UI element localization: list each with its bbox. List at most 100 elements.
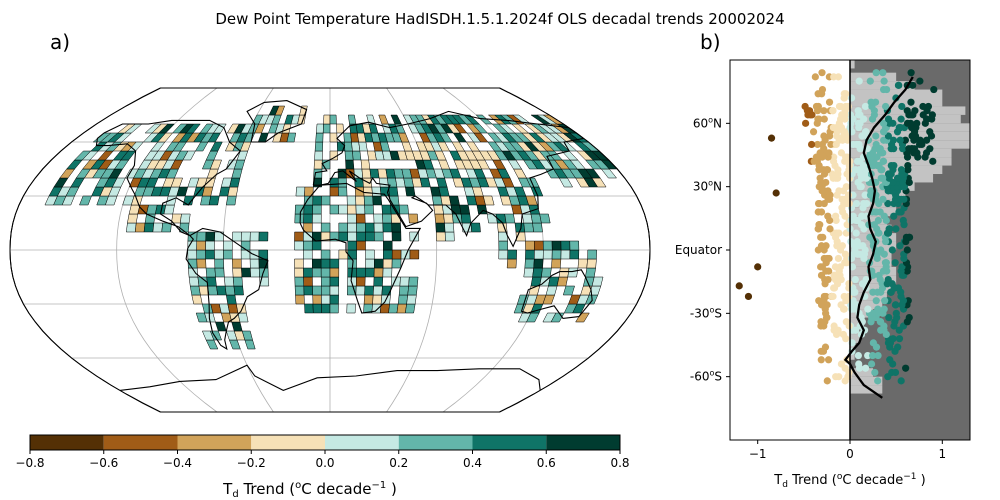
colorbar-tick-label: 0.6 <box>537 456 556 470</box>
land-fraction-bar <box>850 81 915 90</box>
trend-cell <box>134 222 146 233</box>
trend-cell <box>406 294 417 305</box>
trend-cell <box>347 213 357 224</box>
trend-cell <box>312 303 322 314</box>
trend-point <box>744 292 753 301</box>
trend-point <box>851 326 860 334</box>
trend-point <box>887 161 895 170</box>
trend-cell <box>542 240 553 251</box>
trend-point <box>916 77 924 85</box>
trend-cell <box>223 240 233 251</box>
land-fraction-bar <box>850 317 864 326</box>
trend-point <box>905 145 913 153</box>
land-fraction-bar <box>850 250 892 259</box>
trend-point <box>808 140 816 149</box>
y-tick-label: -30oS <box>690 305 722 320</box>
trend-cell <box>541 267 552 278</box>
trend-cell <box>206 276 217 287</box>
trend-point <box>834 73 842 81</box>
trend-cell <box>347 222 357 233</box>
trend-point <box>880 136 888 144</box>
trend-point <box>815 199 824 208</box>
trend-point <box>817 242 826 250</box>
trend-point <box>892 301 900 309</box>
trend-cell <box>314 141 324 152</box>
trend-cell <box>294 276 305 287</box>
trend-cell <box>311 240 322 251</box>
trend-cell <box>398 285 409 296</box>
trend-point <box>884 275 892 284</box>
trend-cell <box>214 267 225 278</box>
trend-cell <box>551 249 562 260</box>
trend-cell <box>562 285 575 296</box>
colorbar-swatch <box>251 435 325 450</box>
x-tick-label: 1 <box>938 447 946 461</box>
trend-point <box>930 85 938 94</box>
trend-point <box>852 229 860 237</box>
trend-point <box>851 275 859 284</box>
trend-cell <box>189 285 201 296</box>
trend-cell <box>347 114 357 125</box>
trend-cell <box>512 114 532 125</box>
trend-point <box>871 368 879 377</box>
trend-cell <box>205 249 215 260</box>
trend-cell <box>294 240 304 251</box>
trend-cell <box>372 195 383 206</box>
trend-point <box>902 233 911 241</box>
trend-cell <box>205 240 215 251</box>
trend-cell <box>338 231 349 242</box>
trend-point <box>907 69 915 77</box>
trend-cell <box>373 267 384 278</box>
trend-point <box>837 360 846 368</box>
trend-cell <box>187 249 198 260</box>
trend-point <box>830 153 838 161</box>
trend-point <box>889 335 897 343</box>
trend-point <box>886 225 894 233</box>
trend-point <box>866 77 874 85</box>
trend-cell <box>587 249 597 260</box>
trend-cell <box>329 294 339 305</box>
trend-cell <box>304 186 314 197</box>
trend-point <box>802 119 810 127</box>
trend-cell <box>407 285 418 296</box>
trend-point <box>891 259 899 267</box>
trend-point <box>907 98 915 106</box>
trend-point <box>861 364 870 372</box>
zonal-mean-trend-line <box>843 76 914 399</box>
land-fraction-bar <box>850 89 943 98</box>
trend-cell <box>294 213 305 224</box>
trend-cell <box>358 141 368 152</box>
trend-point <box>864 351 872 360</box>
trend-point <box>884 115 893 123</box>
trend-point <box>831 212 840 220</box>
trend-cell <box>226 294 237 305</box>
trend-cell <box>363 294 374 305</box>
land-fraction-bar <box>850 376 883 386</box>
trend-point <box>812 102 821 111</box>
trend-cell <box>329 285 339 296</box>
trend-point <box>801 102 809 111</box>
trend-point <box>853 237 861 246</box>
trend-cell <box>352 150 362 161</box>
trend-cell <box>312 213 322 224</box>
trend-point <box>829 292 837 301</box>
trend-point <box>916 136 924 144</box>
trend-point <box>841 250 849 258</box>
trend-cell <box>152 222 163 233</box>
trend-cell <box>460 213 472 224</box>
trend-cell <box>551 258 562 269</box>
trend-cell <box>356 231 366 242</box>
trend-point <box>903 246 911 254</box>
trend-cell <box>294 204 305 215</box>
trend-point <box>849 212 857 220</box>
trend-cell <box>214 258 224 269</box>
trend-point <box>895 81 903 89</box>
trend-cell <box>329 132 338 143</box>
trend-cell <box>191 294 203 305</box>
land-fraction-bar <box>850 385 883 394</box>
colorbar-tick-label: −0.2 <box>237 456 266 470</box>
trend-point <box>851 166 860 174</box>
trend-cell <box>525 195 538 206</box>
trend-point <box>882 102 890 111</box>
trend-point <box>821 343 830 351</box>
